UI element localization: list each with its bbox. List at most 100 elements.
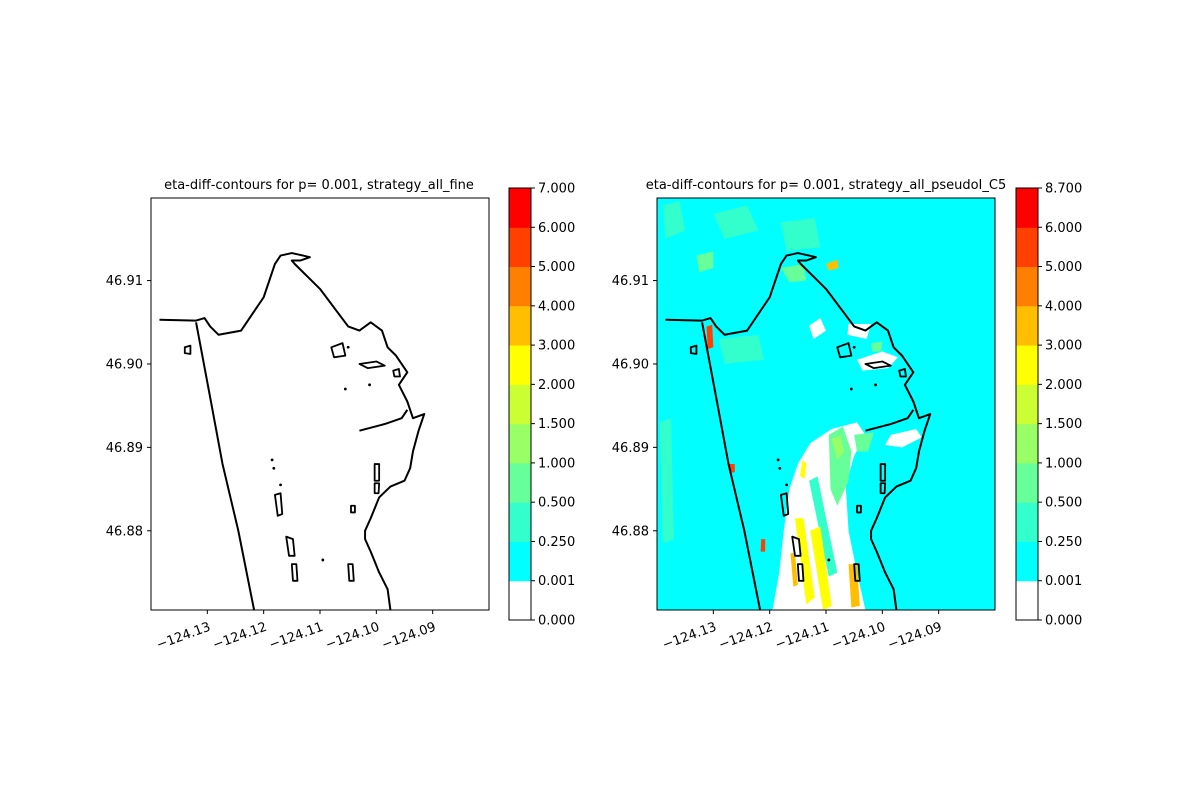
colorbar-segment-3 xyxy=(1016,462,1038,503)
colorbar-label-3: 0.500 xyxy=(538,496,575,511)
left-y-ticks: 46.88 46.89 46.90 46.91 xyxy=(106,274,151,539)
coastline-dot-5 xyxy=(346,345,350,349)
coastline-dot-0 xyxy=(270,458,274,462)
right-plot-area xyxy=(657,198,995,610)
field-background xyxy=(151,198,489,610)
coastline-dot-6 xyxy=(874,383,877,387)
y-tick-label-0: 46.88 xyxy=(106,524,143,539)
x-tick-label-0: −124.13 xyxy=(661,620,719,653)
coastline-dot-3 xyxy=(849,387,853,391)
coastline-island-4 xyxy=(879,463,887,482)
coastline-island-3 xyxy=(853,563,861,582)
colorbar-label-5: 1.500 xyxy=(1045,417,1082,432)
left-plot-area xyxy=(151,198,489,610)
colorbar-label-10: 6.000 xyxy=(538,221,575,236)
coastline-dot-1 xyxy=(272,466,276,470)
right-colorbar: 0.000 0.001 0.250 0.500 1.000 1.500 2.000 3.000… xyxy=(1015,182,1082,629)
colorbar-segment-8 xyxy=(509,266,531,307)
x-tick-label-4: −124.09 xyxy=(886,620,944,653)
left-x-ticks: −124.13−124.12−124.11−124.10−124.09 xyxy=(155,610,438,653)
x-tick-label-3: −124.10 xyxy=(324,620,382,653)
colorbar-label-5: 1.500 xyxy=(538,417,575,432)
coastline-outer-shore xyxy=(701,322,762,610)
contour-region-16 xyxy=(831,434,845,460)
coastline-island-4 xyxy=(373,463,381,482)
coastline-island-7 xyxy=(358,360,386,370)
colorbar-frame xyxy=(1015,187,1039,621)
y-tick-label-1: 46.89 xyxy=(106,441,143,456)
colorbar-segment-9 xyxy=(509,227,531,268)
right-y-ticks: 46.88 46.89 46.90 46.91 xyxy=(612,274,657,539)
colorbar-frame xyxy=(508,187,532,621)
colorbar-label-7: 3.000 xyxy=(1045,339,1082,354)
right-x-ticks: −124.13−124.12−124.11−124.10−124.09 xyxy=(661,610,944,653)
colorbar-segment-8 xyxy=(1016,266,1038,307)
coastline-island-6 xyxy=(183,344,192,355)
contour-region-2 xyxy=(885,429,922,448)
colorbar-segment-1 xyxy=(1016,541,1038,582)
coastline-island-0 xyxy=(780,492,790,517)
coastline-dot-4 xyxy=(321,558,325,562)
x-tick-label-2: −124.11 xyxy=(267,620,325,653)
colorbar-label-10: 6.000 xyxy=(1045,221,1082,236)
colorbar-label-6: 2.000 xyxy=(1045,378,1082,393)
coastline-island-7 xyxy=(864,360,892,370)
coastline-inner-ledge xyxy=(865,409,915,432)
colorbar-segment-0 xyxy=(1016,580,1038,621)
coastline-peninsula xyxy=(159,252,426,610)
y-tick-label-0: 46.88 xyxy=(612,524,649,539)
colorbar-label-9: 5.000 xyxy=(538,260,575,275)
right-panel-title: eta-diff-contours for p= 0.001, strategy… xyxy=(646,178,1006,193)
coastline-island-9 xyxy=(856,504,862,514)
y-tick-label-2: 46.90 xyxy=(612,357,649,372)
contour-region-19 xyxy=(800,459,807,480)
colorbar-label-1: 0.001 xyxy=(538,574,575,589)
colorbar-segment-6 xyxy=(1016,345,1038,385)
contour-region-6 xyxy=(713,205,759,239)
contour-region-20 xyxy=(848,564,860,608)
contour-region-8 xyxy=(718,334,765,364)
x-tick-label-0: −124.13 xyxy=(155,620,213,653)
contour-region-14 xyxy=(696,251,714,273)
colorbar-label-0: 0.000 xyxy=(538,614,575,629)
colorbar-label-7: 3.000 xyxy=(538,339,575,354)
y-tick-label-3: 46.91 xyxy=(612,274,649,289)
coastline-dot-3 xyxy=(343,387,347,391)
colorbar-segment-1 xyxy=(509,541,531,582)
colorbar-segment-5 xyxy=(509,384,531,425)
coastline-island-9 xyxy=(350,504,356,514)
colorbar-segment-7 xyxy=(509,305,531,346)
colorbar-segment-10 xyxy=(1016,188,1038,228)
colorbar-label-9: 5.000 xyxy=(1045,260,1082,275)
colorbar-segment-4 xyxy=(509,423,531,464)
left-panel-title: eta-diff-contours for p= 0.001, strategy… xyxy=(164,178,474,193)
y-tick-label-3: 46.91 xyxy=(106,274,143,289)
contour-region-5 xyxy=(662,201,686,239)
x-tick-label-1: −124.12 xyxy=(717,620,775,653)
contour-region-18 xyxy=(810,526,832,610)
contour-region-15 xyxy=(871,341,883,352)
coastline-dot-2 xyxy=(279,483,282,487)
x-tick-label-1: −124.12 xyxy=(211,620,269,653)
coastline-dot-0 xyxy=(776,458,780,462)
contour-region-9 xyxy=(659,418,674,544)
colorbar-segment-9 xyxy=(1016,227,1038,268)
colorbar-label-4: 1.000 xyxy=(1045,456,1082,471)
coastline-island-2 xyxy=(290,563,299,582)
contour-region-10 xyxy=(809,476,838,577)
coastline-dot-5 xyxy=(852,345,856,349)
coastline-island-2 xyxy=(796,563,805,582)
contour-region-7 xyxy=(780,218,821,252)
left-colorbar: 0.000 0.001 0.250 0.500 1.000 1.500 2.000 3.000… xyxy=(508,182,575,629)
colorbar-segment-2 xyxy=(1016,502,1038,542)
coastline-island-0 xyxy=(274,492,284,517)
contour-region-13 xyxy=(780,263,807,283)
colorbar-label-6: 2.000 xyxy=(538,378,575,393)
colorbar-label-2: 0.250 xyxy=(1045,535,1082,550)
coastline-island-10 xyxy=(836,342,853,359)
contour-region-4 xyxy=(809,318,826,339)
coastline-island-8 xyxy=(898,368,907,378)
contour-region-23 xyxy=(706,324,714,349)
coastline-island-5 xyxy=(879,482,887,495)
